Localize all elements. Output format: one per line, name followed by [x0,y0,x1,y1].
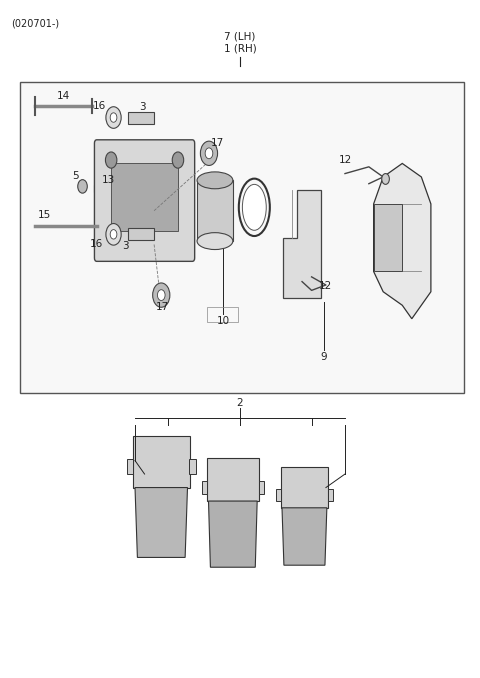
Bar [206,458,259,501]
Polygon shape [282,508,327,565]
Bar [259,481,264,494]
Bar [373,204,402,271]
Circle shape [172,152,184,168]
Circle shape [110,230,117,239]
Circle shape [106,106,121,128]
Text: (020701-): (020701-) [11,18,59,28]
Circle shape [110,113,117,122]
Text: 5: 5 [72,171,79,180]
Bar [206,307,238,322]
Bar [128,228,154,241]
Text: 10: 10 [217,316,230,325]
Text: 17: 17 [156,302,169,312]
Ellipse shape [242,184,266,231]
Bar [128,112,154,124]
Polygon shape [373,163,431,319]
Circle shape [157,290,165,300]
Circle shape [106,224,121,245]
Circle shape [200,141,217,165]
Bar [281,467,328,508]
Polygon shape [135,487,188,557]
Text: 15: 15 [38,210,51,220]
Bar [127,459,133,474]
Bar [21,83,464,393]
Text: 2: 2 [237,398,243,408]
Polygon shape [283,191,321,298]
Text: 1 (RH): 1 (RH) [224,43,256,54]
Text: 9: 9 [320,353,327,362]
Bar [328,489,333,501]
Text: 12: 12 [319,281,333,292]
Circle shape [106,152,117,168]
Text: 3: 3 [122,241,129,251]
Text: 14: 14 [57,91,70,101]
Circle shape [382,174,389,184]
Circle shape [78,180,87,193]
Bar [202,481,207,494]
Bar [190,459,196,474]
Ellipse shape [197,233,233,250]
Bar [197,180,233,241]
Ellipse shape [197,172,233,188]
Text: 7 (LH): 7 (LH) [224,32,256,42]
Bar [132,436,190,487]
Text: 16: 16 [90,239,104,250]
FancyBboxPatch shape [95,140,195,261]
Text: 3: 3 [139,102,145,113]
Bar [276,489,281,501]
Text: 12: 12 [338,155,352,165]
Polygon shape [208,501,257,567]
Bar [111,163,178,231]
Text: 16: 16 [93,101,106,111]
Text: 13: 13 [102,176,115,185]
Circle shape [153,283,170,307]
Circle shape [205,148,213,159]
Text: 17: 17 [210,138,224,148]
Bar [95,185,107,192]
